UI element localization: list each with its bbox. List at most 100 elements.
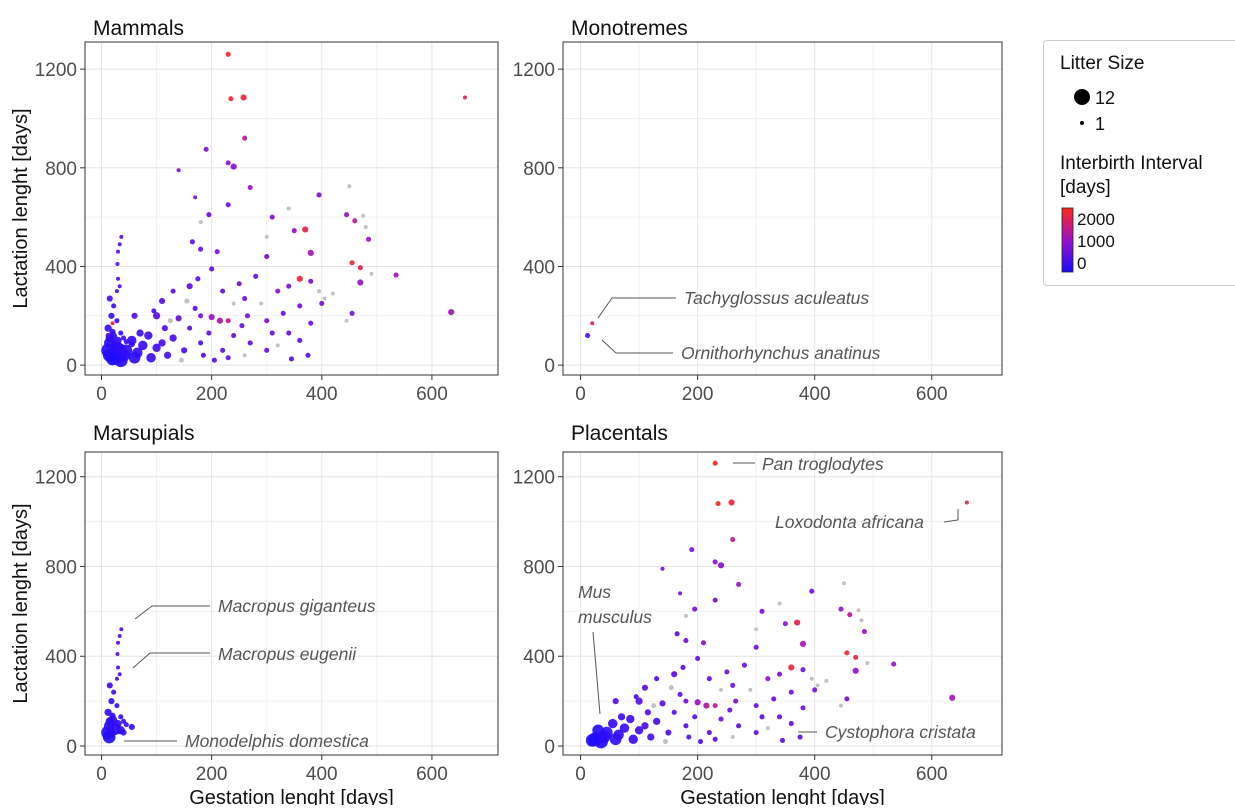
legend-size-small-label: 1 [1095, 114, 1105, 134]
data-point [590, 321, 595, 326]
data-point [305, 352, 311, 358]
annotation-label: Cystophora cristata [825, 722, 976, 742]
y-axis-label: Lactation lenght [days] [10, 108, 32, 308]
data-point [733, 698, 739, 704]
panel-background [563, 452, 1002, 755]
y-tick-label: 1200 [513, 468, 555, 489]
data-point [759, 714, 765, 720]
panel-2: 0 200 400 600 0 400 800 1200 Marsupials Lactation… [10, 422, 499, 809]
data-point [253, 273, 259, 279]
y-tick-label: 1200 [35, 468, 77, 489]
data-point [712, 703, 718, 709]
data-point [712, 597, 718, 603]
data-point [296, 275, 303, 282]
data-point [307, 249, 314, 256]
data-point [674, 631, 680, 637]
data-point [753, 730, 759, 736]
data-point [264, 234, 269, 239]
data-point [220, 288, 226, 294]
data-point [448, 309, 455, 316]
data-point [719, 687, 724, 692]
data-point [116, 665, 121, 670]
data-point [181, 347, 188, 354]
data-point [111, 689, 117, 695]
legend-size-large-label: 12 [1095, 88, 1115, 108]
data-point [724, 669, 730, 675]
data-point [121, 335, 127, 341]
data-point [280, 310, 286, 316]
data-point [264, 318, 270, 324]
data-point [585, 332, 591, 339]
y-tick-label: 1200 [513, 60, 555, 81]
data-point [105, 717, 114, 726]
data-point [865, 660, 870, 665]
y-tick-label: 800 [45, 159, 77, 180]
x-axis-label: Gestation lenght [days] [680, 787, 885, 805]
data-point [286, 330, 292, 336]
panel-0: 0 200 400 600 0 400 800 1200 Mammals Lactation le… [10, 17, 499, 405]
data-point [779, 737, 786, 743]
data-point [319, 300, 325, 307]
data-point [712, 736, 718, 742]
panel-background [563, 42, 1002, 375]
panel-title: Mammals [93, 17, 184, 40]
data-point [777, 671, 783, 677]
data-point [788, 664, 795, 671]
data-point [856, 608, 861, 613]
data-point [753, 703, 759, 709]
data-point [121, 718, 127, 724]
data-point [138, 340, 148, 351]
x-tick-label: 0 [96, 764, 107, 785]
annotation-label: Tachyglossus aculeatus [684, 288, 869, 308]
data-point [633, 694, 639, 700]
annotation-label: Monodelphis domestica [185, 731, 369, 751]
data-point [286, 283, 292, 289]
data-point [119, 627, 124, 632]
data-point [706, 730, 712, 736]
data-point [195, 276, 201, 282]
data-point [677, 691, 683, 697]
data-point [585, 734, 599, 747]
data-point [116, 276, 121, 281]
panel-border [84, 451, 499, 756]
data-point [660, 566, 665, 571]
data-point [242, 353, 247, 358]
data-point [651, 703, 657, 709]
data-point [730, 536, 736, 543]
data-point [330, 291, 335, 296]
data-point [110, 321, 115, 326]
data-point [809, 676, 814, 681]
data-point [841, 581, 846, 586]
data-point [641, 722, 649, 730]
data-point [671, 671, 678, 678]
data-point [662, 738, 668, 745]
data-point [619, 723, 630, 733]
data-point [678, 591, 683, 596]
x-tick-label: 600 [916, 384, 948, 405]
data-point [230, 163, 237, 170]
data-point [349, 260, 355, 266]
data-point [109, 712, 116, 719]
y-tick-label: 0 [66, 356, 77, 377]
data-point [247, 340, 253, 346]
data-point [617, 713, 626, 721]
data-point [712, 559, 718, 565]
panel-border [562, 451, 1003, 756]
data-point [700, 640, 707, 646]
data-point [352, 218, 358, 224]
y-tick-label: 800 [523, 557, 555, 578]
legend-size-large-marker [1074, 89, 1090, 105]
legend-size-title: Litter Size [1060, 53, 1144, 74]
data-point [136, 329, 144, 337]
data-point [114, 289, 119, 294]
data-point [357, 265, 363, 271]
data-point [123, 722, 129, 728]
data-point [736, 581, 742, 587]
data-point [275, 288, 281, 294]
data-point [167, 318, 173, 324]
panel-border [84, 41, 499, 376]
data-point [824, 678, 829, 683]
data-point [216, 317, 224, 324]
